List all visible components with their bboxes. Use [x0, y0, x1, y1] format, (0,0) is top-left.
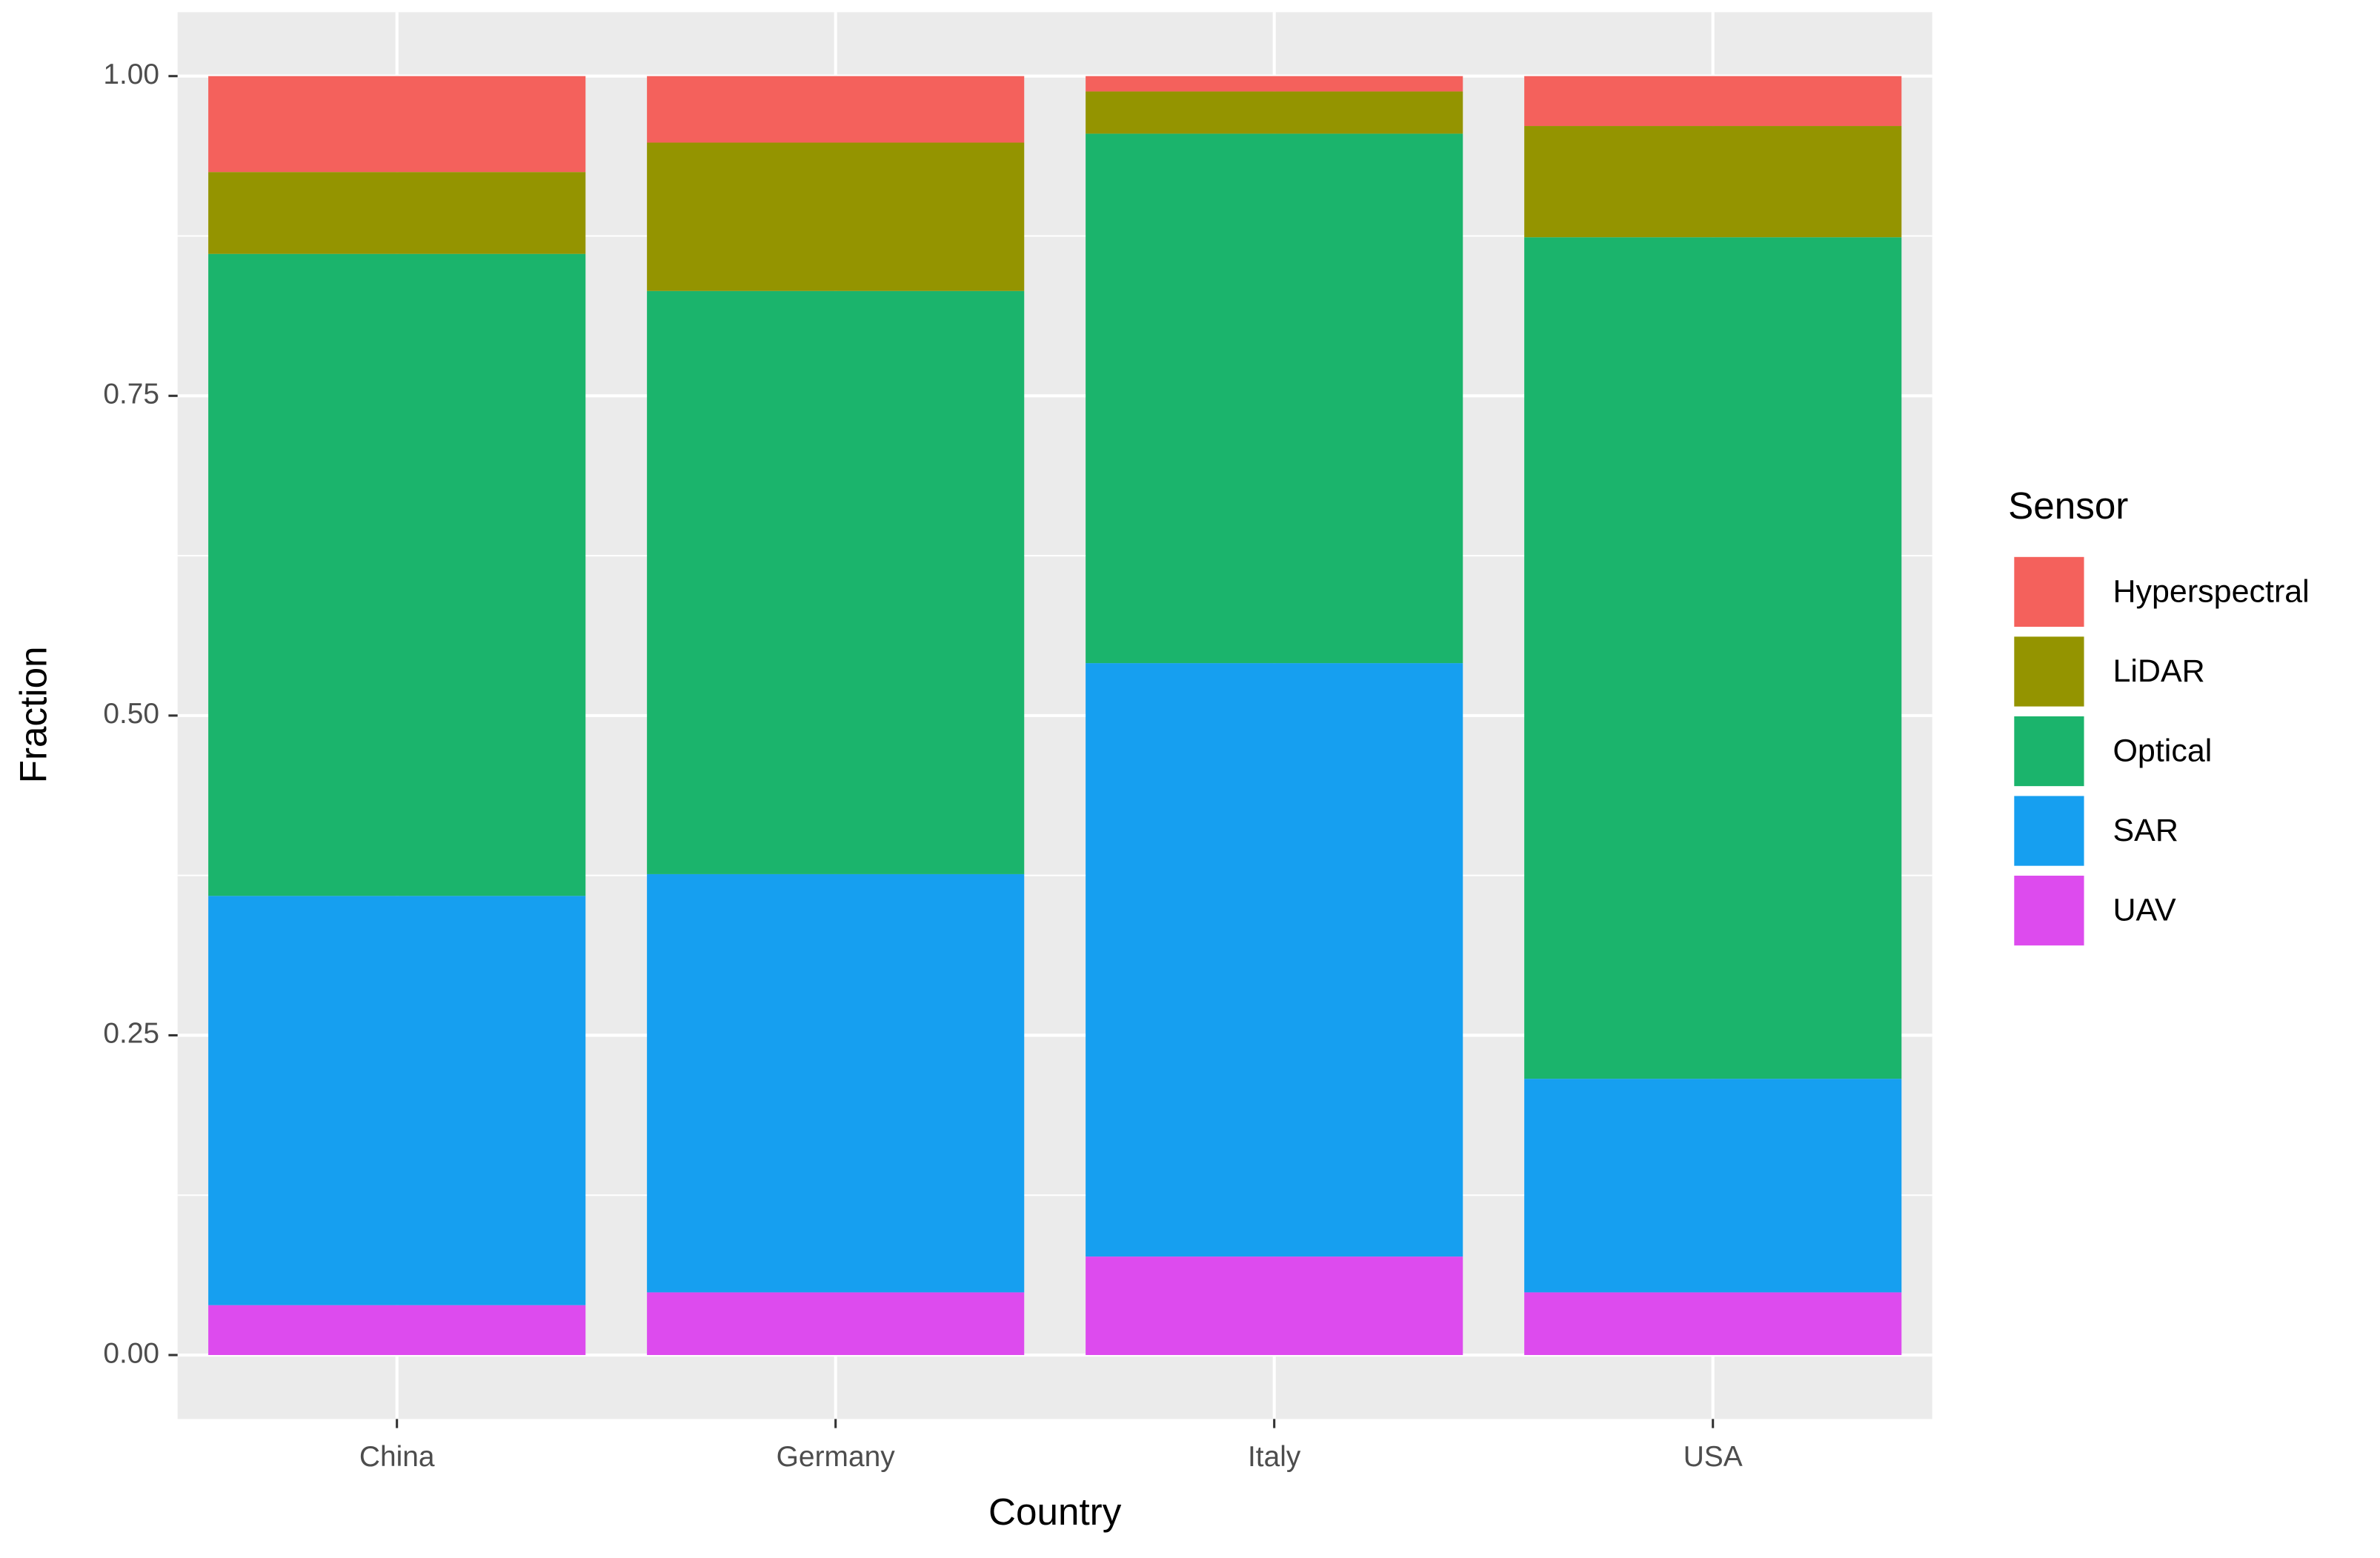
bar-segment [1524, 237, 1902, 1079]
bar-segment [208, 1305, 586, 1356]
y-axis-title: Fraction [13, 646, 55, 783]
legend-key [2011, 633, 2087, 710]
bar-segment [1524, 1079, 1902, 1293]
x-tick-label: USA [1683, 1441, 1743, 1473]
legend-label: UAV [2113, 893, 2176, 928]
bar-segment [1524, 1292, 1902, 1356]
legend-label: SAR [2113, 813, 2178, 848]
bar-segment [647, 1292, 1025, 1356]
x-tick-label: Germany [777, 1441, 896, 1473]
x-axis-title: Country [988, 1491, 1122, 1533]
legend-title: Sensor [2008, 485, 2128, 527]
y-tick-label: 0.75 [103, 379, 159, 410]
bar-segment [1086, 663, 1463, 1257]
legend-key [2011, 793, 2087, 869]
legend-key [2011, 553, 2087, 630]
bar-segment [208, 253, 586, 896]
bar-segment [1086, 91, 1463, 134]
bar-segment [1524, 76, 1902, 127]
bar-segment [1086, 133, 1463, 664]
bar-segment [647, 873, 1025, 1293]
bar-segment [1524, 126, 1902, 238]
bar-segment [1086, 76, 1463, 92]
bar-segment [208, 76, 586, 173]
bar-segment [647, 76, 1025, 143]
bar-segment [647, 290, 1025, 874]
bar-segment [208, 172, 586, 254]
legend-label: Hyperspectral [2113, 573, 2309, 609]
legend-key [2011, 872, 2087, 949]
x-tick-label: China [359, 1441, 435, 1473]
bar-segment [208, 896, 586, 1305]
legend-key [2011, 713, 2087, 790]
bar-segment [647, 142, 1025, 291]
y-tick-label: 0.50 [103, 698, 159, 730]
y-tick-label: 0.00 [103, 1337, 159, 1369]
bar-segment [1086, 1256, 1463, 1356]
x-tick-label: Italy [1248, 1441, 1301, 1473]
y-tick-label: 0.25 [103, 1018, 159, 1050]
y-tick-label: 1.00 [103, 59, 159, 90]
legend-label: Optical [2113, 733, 2212, 768]
legend-label: LiDAR [2113, 653, 2204, 689]
